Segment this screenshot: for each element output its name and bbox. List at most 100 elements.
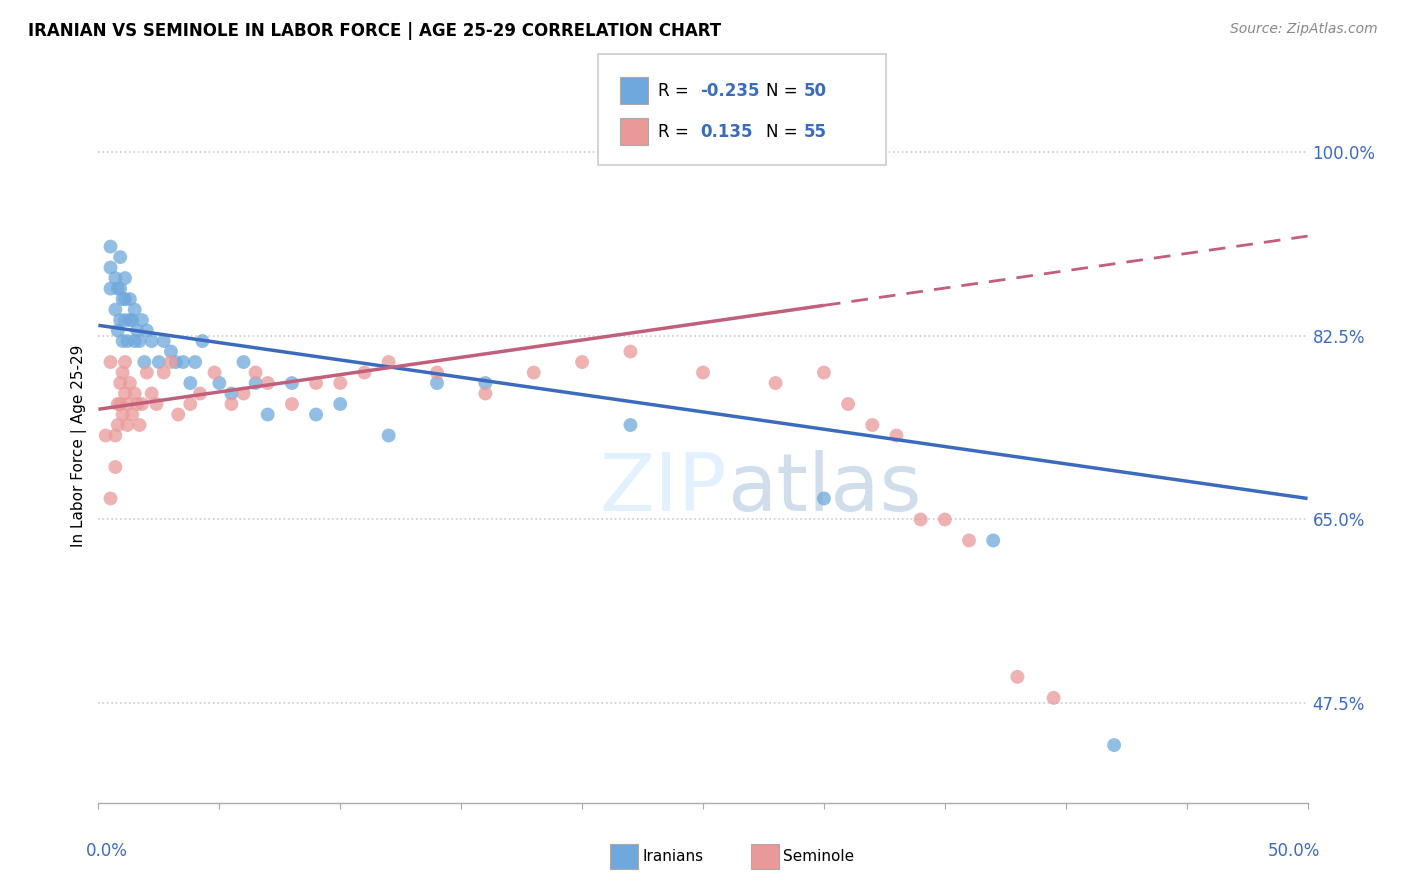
- Point: [160, 344, 183, 359]
- Text: R =: R =: [658, 123, 695, 141]
- Point: [167, 408, 190, 422]
- Point: [934, 512, 956, 526]
- Point: [100, 239, 122, 253]
- Text: R =: R =: [658, 82, 695, 100]
- Point: [474, 386, 496, 401]
- Point: [100, 260, 122, 275]
- Point: [232, 355, 254, 369]
- Point: [571, 355, 593, 369]
- Point: [107, 417, 129, 432]
- Point: [104, 271, 127, 285]
- Point: [131, 313, 153, 327]
- Text: 50.0%: 50.0%: [1267, 842, 1320, 860]
- Point: [221, 397, 243, 411]
- Point: [813, 491, 835, 506]
- Point: [104, 460, 127, 475]
- Point: [281, 376, 304, 390]
- Point: [148, 355, 170, 369]
- Point: [377, 355, 399, 369]
- Point: [127, 397, 149, 411]
- Point: [765, 376, 787, 390]
- Point: [107, 282, 129, 296]
- Point: [474, 376, 496, 390]
- Point: [619, 344, 641, 359]
- Point: [128, 334, 150, 348]
- Point: [118, 376, 141, 390]
- Point: [426, 376, 449, 390]
- Point: [117, 334, 139, 348]
- Point: [108, 376, 131, 390]
- Point: [1007, 670, 1029, 684]
- Point: [117, 417, 139, 432]
- Point: [184, 355, 207, 369]
- Text: N =: N =: [766, 82, 803, 100]
- Point: [145, 397, 167, 411]
- Point: [107, 324, 129, 338]
- Point: [232, 386, 254, 401]
- Point: [104, 428, 127, 442]
- Point: [111, 366, 134, 380]
- Point: [329, 397, 352, 411]
- Text: Iranians: Iranians: [643, 849, 703, 863]
- Point: [141, 334, 163, 348]
- Point: [94, 428, 117, 442]
- Point: [114, 271, 136, 285]
- Point: [165, 355, 187, 369]
- Point: [152, 366, 174, 380]
- Point: [245, 366, 267, 380]
- Point: [107, 397, 129, 411]
- Point: [256, 376, 278, 390]
- Point: [619, 417, 641, 432]
- Point: [108, 282, 131, 296]
- Text: IRANIAN VS SEMINOLE IN LABOR FORCE | AGE 25-29 CORRELATION CHART: IRANIAN VS SEMINOLE IN LABOR FORCE | AGE…: [28, 22, 721, 40]
- Point: [523, 366, 546, 380]
- Point: [692, 366, 714, 380]
- Text: N =: N =: [766, 123, 803, 141]
- Text: 55: 55: [804, 123, 827, 141]
- Point: [813, 366, 835, 380]
- Point: [221, 386, 243, 401]
- Point: [134, 355, 156, 369]
- Point: [118, 313, 141, 327]
- Point: [135, 324, 157, 338]
- Point: [837, 397, 859, 411]
- Point: [114, 355, 136, 369]
- Point: [204, 366, 226, 380]
- Text: ZIP: ZIP: [600, 450, 727, 528]
- Point: [886, 428, 908, 442]
- Point: [1102, 738, 1125, 752]
- Point: [100, 355, 122, 369]
- Point: [281, 397, 304, 411]
- Point: [135, 366, 157, 380]
- Point: [121, 408, 143, 422]
- Point: [131, 397, 153, 411]
- Text: 0.135: 0.135: [700, 123, 752, 141]
- Text: Seminole: Seminole: [783, 849, 855, 863]
- Point: [329, 376, 352, 390]
- Point: [118, 292, 141, 306]
- Text: 50: 50: [804, 82, 827, 100]
- Point: [114, 386, 136, 401]
- Point: [114, 292, 136, 306]
- Point: [141, 386, 163, 401]
- Point: [100, 491, 122, 506]
- Point: [256, 408, 278, 422]
- Point: [117, 397, 139, 411]
- Point: [128, 417, 150, 432]
- Point: [179, 397, 201, 411]
- Point: [100, 282, 122, 296]
- Point: [127, 324, 149, 338]
- Point: [111, 292, 134, 306]
- Point: [108, 313, 131, 327]
- Point: [1042, 690, 1064, 705]
- Point: [172, 355, 194, 369]
- Y-axis label: In Labor Force | Age 25-29: In Labor Force | Age 25-29: [72, 345, 87, 547]
- Point: [208, 376, 231, 390]
- Point: [860, 417, 883, 432]
- Text: Source: ZipAtlas.com: Source: ZipAtlas.com: [1230, 22, 1378, 37]
- Point: [426, 366, 449, 380]
- Point: [108, 397, 131, 411]
- Point: [121, 313, 143, 327]
- Point: [305, 408, 328, 422]
- Point: [124, 302, 146, 317]
